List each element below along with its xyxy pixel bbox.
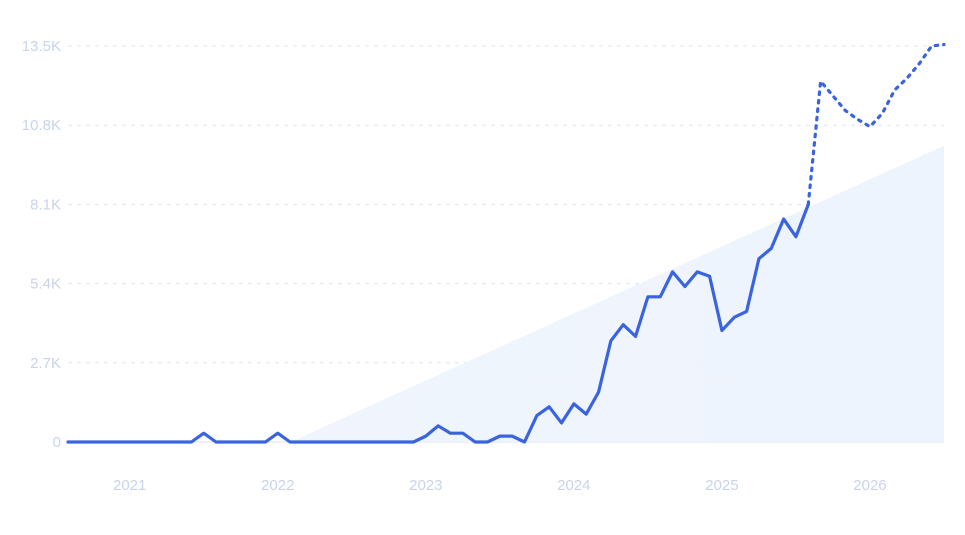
actual-series-line bbox=[66, 202, 810, 444]
series-lines bbox=[66, 42, 946, 444]
y-tick-label: 5.4K bbox=[30, 276, 61, 293]
y-tick-label: 2.7K bbox=[30, 355, 61, 372]
trend-area-fill bbox=[290, 145, 945, 442]
forecast-series-line bbox=[806, 42, 946, 206]
y-axis-ticks: 0 2.7K 5.4K 8.1K 10.8K 13.5K bbox=[22, 38, 61, 451]
x-tick-label: 2021 bbox=[113, 477, 146, 494]
x-tick-label: 2023 bbox=[409, 477, 442, 494]
y-tick-label: 13.5K bbox=[22, 38, 61, 55]
y-tick-label: 10.8K bbox=[22, 117, 61, 134]
x-tick-label: 2026 bbox=[853, 477, 886, 494]
trend-area bbox=[290, 145, 945, 442]
x-axis-ticks: 2021 2022 2023 2024 2025 2026 bbox=[113, 477, 887, 494]
x-tick-label: 2024 bbox=[557, 477, 590, 494]
x-tick-label: 2025 bbox=[705, 477, 738, 494]
x-tick-label: 2022 bbox=[261, 477, 294, 494]
y-tick-label: 8.1K bbox=[30, 196, 61, 213]
y-tick-label: 0 bbox=[53, 434, 61, 451]
